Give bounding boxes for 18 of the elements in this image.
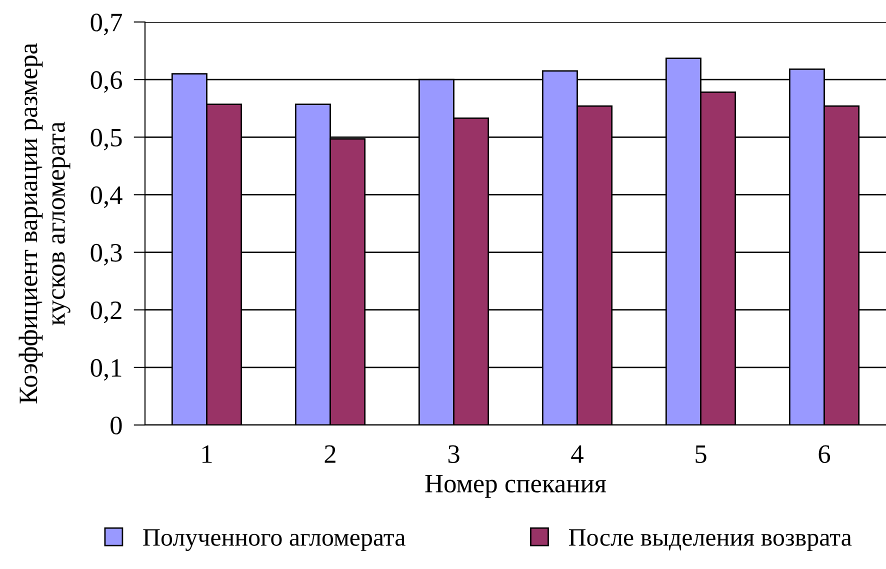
x-tick-label: 1: [202, 445, 212, 463]
y-tick-label: 0: [110, 416, 122, 434]
y-axis-title: Коэффициент вариации размера кусков агломерата: [18, 43, 70, 404]
x-axis-title: Номер спекания: [425, 474, 606, 498]
x-tick-label: 2: [324, 445, 336, 463]
x-tick-label: 3: [448, 445, 460, 464]
y-tick-label: 0,5: [90, 128, 122, 150]
y-tick-label: 0,7: [90, 14, 122, 36]
y-tick-label: 0,2: [90, 301, 122, 324]
legend-label: После выделения возврата: [568, 529, 852, 551]
x-tick-label: 4: [571, 445, 584, 463]
y-tick-label: 0,6: [90, 71, 122, 93]
legend-label: Полученного агломерата: [143, 529, 406, 551]
y-tick-label: 0,4: [90, 186, 122, 208]
x-tick-label: 6: [818, 445, 830, 464]
x-tick-label: 5: [696, 445, 706, 464]
y-tick-label: 0,3: [90, 244, 122, 266]
y-tick-label: 0,1: [90, 359, 122, 381]
